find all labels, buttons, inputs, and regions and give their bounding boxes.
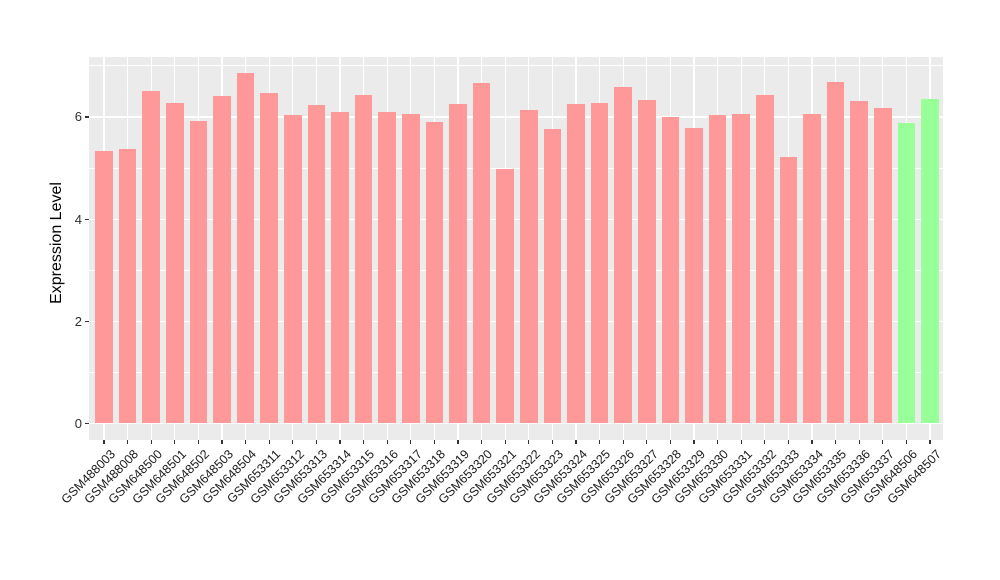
x-tick-mark: [716, 440, 719, 444]
y-tick-mark: [85, 320, 89, 323]
x-tick-mark: [858, 440, 860, 444]
y-tick-label: 2: [74, 313, 82, 329]
bar-GSM653314: [331, 112, 349, 423]
bar-GSM648503: [213, 95, 231, 423]
bar-GSM648501: [166, 102, 184, 423]
x-tick-mark: [504, 440, 506, 444]
x-tick-mark: [905, 440, 908, 444]
bar-GSM653325: [590, 102, 609, 423]
bar-GSM653331: [732, 114, 750, 423]
bar-GSM653336: [850, 100, 868, 423]
x-tick-mark: [764, 440, 766, 444]
y-tick-label: 4: [74, 211, 82, 227]
x-tick-mark: [882, 440, 884, 444]
major-gridline-y2: [89, 320, 943, 323]
bar-GSM653329: [685, 128, 703, 423]
bar-GSM653326: [614, 87, 632, 423]
minor-gridline-y3: [89, 269, 943, 271]
y-tick-mark: [85, 423, 89, 425]
x-tick-mark: [528, 440, 530, 444]
bar-GSM653333: [779, 157, 798, 423]
x-tick-mark: [315, 440, 318, 444]
x-tick-mark: [575, 440, 577, 444]
x-tick-mark: [551, 440, 554, 444]
bar-GSM653330: [708, 114, 727, 423]
x-tick-mark: [292, 440, 294, 444]
x-tick-mark: [268, 440, 270, 444]
bar-GSM648507: [921, 98, 939, 423]
x-tick-mark: [339, 440, 341, 444]
minor-gridline-y7: [89, 65, 943, 67]
x-tick-mark: [622, 440, 624, 444]
major-gridline-y6: [89, 116, 943, 118]
bar-GSM653319: [449, 104, 467, 423]
x-tick-mark: [834, 440, 837, 444]
x-tick-mark: [150, 440, 152, 444]
major-gridline-y4: [89, 218, 943, 220]
x-tick-mark: [362, 440, 365, 444]
x-tick-mark: [598, 440, 601, 444]
x-tick-mark: [197, 440, 200, 444]
bar-GSM648500: [142, 91, 160, 423]
bar-GSM653315: [354, 94, 373, 423]
bar-GSM653337: [874, 108, 892, 423]
x-tick-mark: [410, 440, 412, 444]
major-gridline-y0: [89, 423, 943, 425]
y-tick-label: 6: [74, 109, 82, 125]
bar-GSM653324: [567, 104, 585, 423]
x-tick-mark: [386, 440, 388, 444]
bar-GSM653320: [472, 82, 491, 423]
x-tick-mark: [646, 440, 648, 444]
x-tick-mark: [693, 440, 695, 444]
bar-GSM653328: [661, 117, 680, 423]
bar-GSM488008: [118, 148, 137, 423]
bar-GSM653322: [520, 109, 538, 423]
x-tick-mark: [174, 440, 176, 444]
bar-GSM653323: [543, 129, 562, 423]
x-tick-mark: [433, 440, 436, 444]
bar-GSM648502: [189, 120, 208, 423]
bar-GSM653316: [378, 112, 396, 423]
bar-GSM653312: [284, 115, 302, 423]
x-tick-mark: [126, 440, 129, 444]
minor-gridline-y5: [89, 167, 943, 169]
bar-GSM653318: [425, 122, 444, 423]
x-tick-mark: [929, 440, 931, 444]
plot-panel: [89, 57, 943, 440]
minor-gridline-y1: [89, 371, 943, 373]
x-tick-mark: [480, 440, 483, 444]
y-tick-label: 0: [74, 416, 82, 431]
bar-GSM653327: [638, 100, 656, 423]
bar-GSM653335: [826, 82, 845, 423]
x-tick-mark: [103, 440, 105, 444]
bar-GSM488003: [95, 150, 113, 423]
y-tick-mark: [85, 218, 89, 220]
x-tick-mark: [811, 440, 813, 444]
x-tick-mark: [457, 440, 459, 444]
bar-GSM653313: [307, 104, 326, 423]
bar-GSM653311: [260, 93, 278, 423]
x-tick-mark: [740, 440, 742, 444]
y-axis-title: Expression Level: [48, 182, 65, 304]
bar-GSM653334: [803, 113, 821, 423]
x-tick-mark: [244, 440, 247, 444]
bar-GSM653317: [402, 113, 420, 423]
x-tick-mark: [221, 440, 223, 444]
bar-GSM648506: [897, 122, 916, 423]
x-tick-mark: [787, 440, 790, 444]
bar-GSM653321: [496, 168, 514, 423]
y-tick-mark: [85, 116, 89, 118]
x-tick-mark: [669, 440, 672, 444]
bar-GSM648504: [236, 72, 255, 423]
bar-GSM653332: [756, 94, 774, 423]
